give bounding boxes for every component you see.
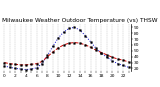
Text: Milwaukee Weather Outdoor Temperature (vs) THSW Index per Hour (Last 24 Hours): Milwaukee Weather Outdoor Temperature (v…	[2, 18, 160, 23]
